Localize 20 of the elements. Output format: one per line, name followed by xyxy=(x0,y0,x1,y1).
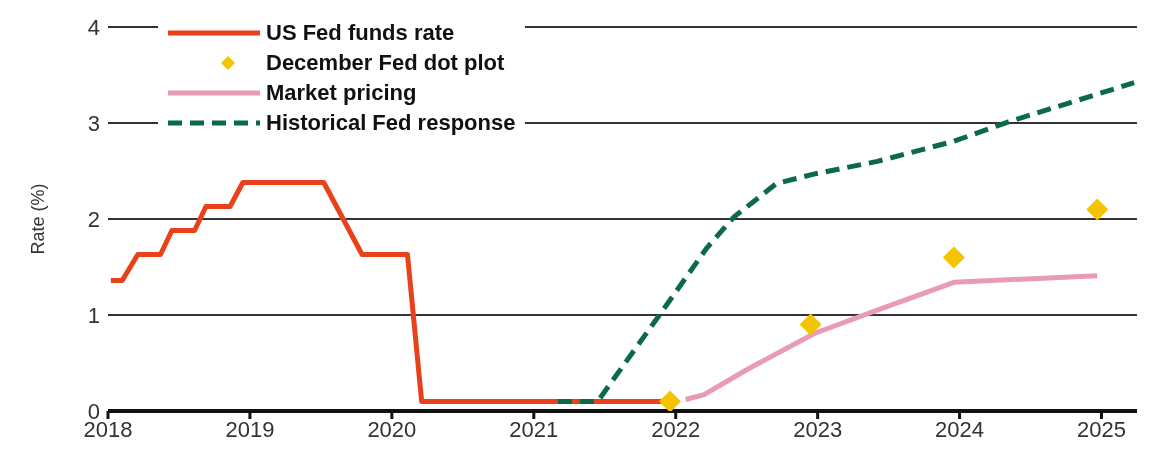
y-tick-label: 1 xyxy=(87,302,100,328)
y-tick-label: 4 xyxy=(87,14,100,40)
y-tick-label: 3 xyxy=(87,110,100,136)
point xyxy=(1086,198,1109,221)
x-tick-label: 2019 xyxy=(225,416,275,442)
x-tick-label: 2020 xyxy=(367,416,417,442)
x-tick-label: 2022 xyxy=(651,416,701,442)
x-tick-label: 2021 xyxy=(509,416,559,442)
legend-label: December Fed dot plot xyxy=(266,50,505,76)
point xyxy=(799,313,822,336)
y-axis-title: Rate (%) xyxy=(28,183,49,255)
y-tick-label: 2 xyxy=(87,206,100,232)
x-tick-label: 2023 xyxy=(793,416,843,442)
x-tick-label: 2024 xyxy=(935,416,985,442)
point xyxy=(659,390,682,411)
point xyxy=(942,246,965,269)
x-tick-label: 2025 xyxy=(1077,416,1126,442)
legend-label: US Fed funds rate xyxy=(266,20,455,46)
legend-label: Market pricing xyxy=(266,80,417,106)
legend-label: Historical Fed response xyxy=(266,110,516,136)
